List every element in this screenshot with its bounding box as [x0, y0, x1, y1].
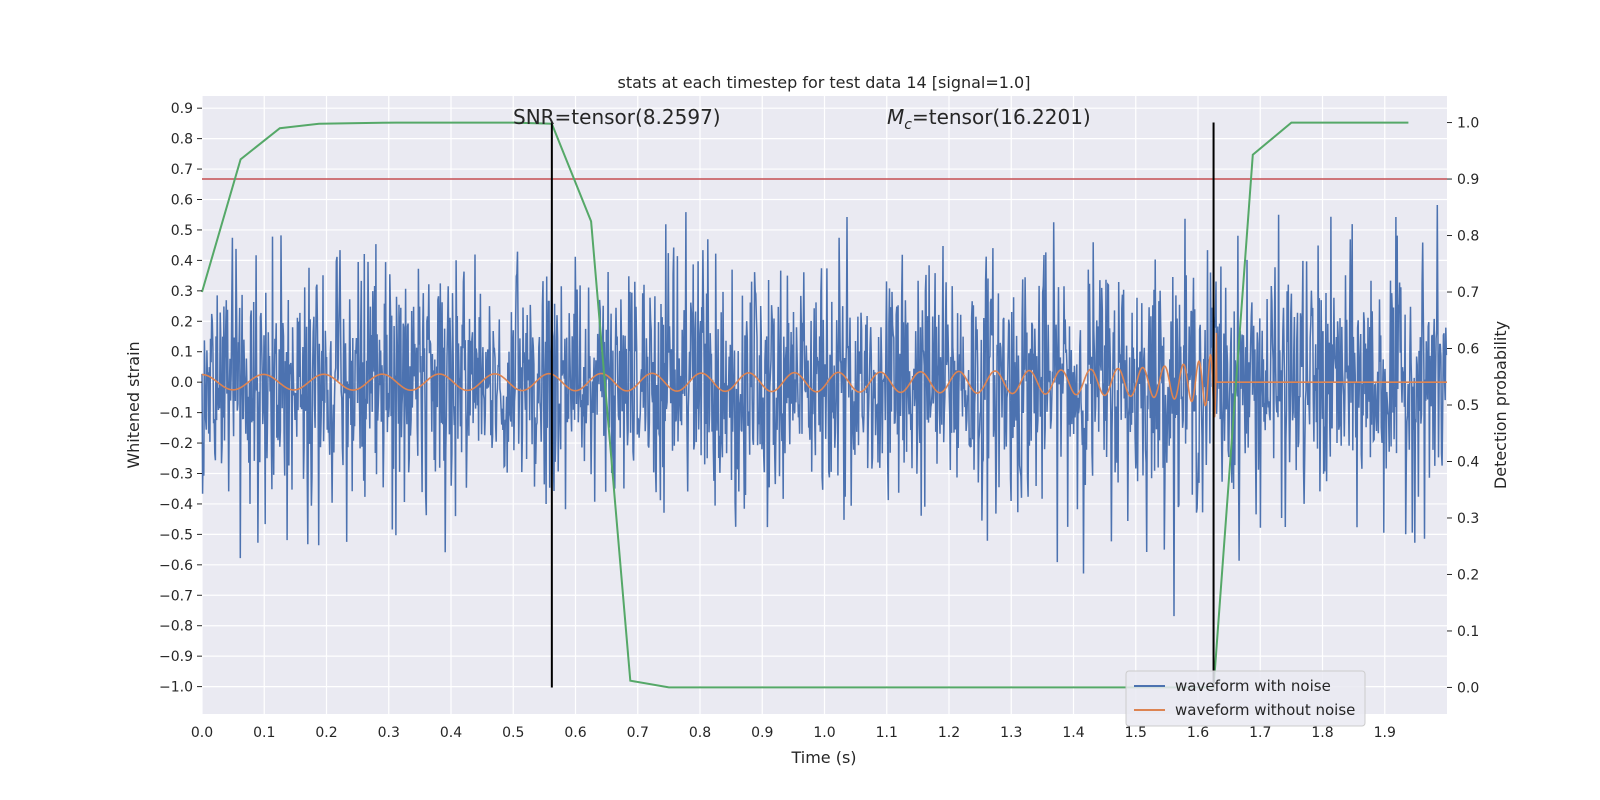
mc-symbol: M: [887, 105, 904, 129]
y-tick-17: −0.8: [159, 619, 193, 635]
legend-label-noise: waveform with noise: [1175, 677, 1331, 695]
y-tick-0: 0.9: [171, 101, 193, 117]
y-tick-8: 0.1: [171, 345, 193, 361]
y-tick-19: −1.0: [159, 680, 193, 696]
y-tick-9: 0.0: [171, 375, 193, 391]
legend-label-clean: waveform without noise: [1175, 701, 1355, 719]
y2-tick-10: 0.0: [1457, 680, 1479, 696]
y-axis-label: Whitened strain: [124, 341, 143, 468]
mc-annotation: Mc=tensor(16.2201): [887, 105, 1091, 133]
x-tick-11: 1.1: [876, 725, 898, 741]
y-tick-2: 0.7: [171, 162, 193, 178]
x-tick-1: 0.1: [253, 725, 275, 741]
noise-line: [201, 204, 1448, 617]
y-tick-3: 0.6: [171, 193, 193, 209]
x-tick-15: 1.5: [1125, 725, 1147, 741]
legend: waveform with noise waveform without noi…: [1125, 670, 1366, 727]
chirp-line: [202, 332, 1447, 418]
x-tick-9: 0.9: [751, 725, 773, 741]
y2-tick-9: 0.1: [1457, 624, 1479, 640]
snr-annotation: SNR=tensor(8.2597): [513, 105, 721, 129]
y-tick-6: 0.3: [171, 284, 193, 300]
y-tick-13: −0.4: [159, 497, 193, 513]
series-waveform-with-noise: [201, 204, 1448, 617]
y-tick-11: −0.2: [159, 436, 193, 452]
x-tick-18: 1.8: [1311, 725, 1333, 741]
x-tick-labels: 0.0 0.1 0.2 0.3 0.4 0.5 0.6 0.7 0.8 0.9 1.0 1.1 1.2 1…: [191, 725, 1396, 741]
y-tick-18: −0.9: [159, 649, 193, 665]
chart-title: stats at each timestep for test data 14 …: [618, 73, 1031, 92]
x-tick-10: 1.0: [813, 725, 835, 741]
x-tick-8: 0.8: [689, 725, 711, 741]
x-tick-5: 0.5: [502, 725, 524, 741]
y2-tick-labels: 1.0 0.9 0.8 0.7 0.6 0.5 0.4 0.3 0.2 0.1 0.0: [1447, 116, 1479, 696]
x-tick-4: 0.4: [440, 725, 462, 741]
mc-subscript: c: [904, 117, 912, 133]
mc-value: =tensor(16.2201): [912, 105, 1091, 129]
y2-tick-4: 0.6: [1457, 342, 1479, 358]
x-axis-label: Time (s): [790, 748, 856, 767]
y-tick-5: 0.4: [171, 253, 193, 269]
y-tick-12: −0.3: [159, 466, 193, 482]
y2-tick-5: 0.5: [1457, 398, 1479, 414]
y2-tick-7: 0.3: [1457, 511, 1479, 527]
x-tick-0: 0.0: [191, 725, 213, 741]
x-tick-14: 1.4: [1062, 725, 1084, 741]
y2-tick-1: 0.9: [1457, 172, 1479, 188]
y-tick-1: 0.8: [171, 132, 193, 148]
x-tick-17: 1.7: [1249, 725, 1271, 741]
x-tick-6: 0.6: [564, 725, 586, 741]
y2-tick-6: 0.4: [1457, 454, 1479, 470]
x-tick-12: 1.2: [938, 725, 960, 741]
y2-tick-8: 0.2: [1457, 567, 1479, 583]
y-tick-labels: 0.9 0.8 0.7 0.6 0.5 0.4 0.3 0.2 0.1 0.0 −0.1 −0.2 −0…: [159, 101, 202, 696]
series-waveform-without-noise: [202, 332, 1447, 418]
y-tick-7: 0.2: [171, 314, 193, 330]
x-tick-7: 0.7: [627, 725, 649, 741]
y-tick-4: 0.5: [171, 223, 193, 239]
y2-axis-label: Detection probability: [1491, 321, 1510, 489]
x-tick-16: 1.6: [1187, 725, 1209, 741]
y-tick-10: −0.1: [159, 406, 193, 422]
x-tick-13: 1.3: [1000, 725, 1022, 741]
vertical-markers: [550, 122, 1215, 688]
x-tick-19: 1.9: [1374, 725, 1396, 741]
y-tick-14: −0.5: [159, 527, 193, 543]
legend-box: [1125, 670, 1366, 727]
y2-tick-2: 0.8: [1457, 229, 1479, 245]
x-tick-2: 0.2: [315, 725, 337, 741]
y-tick-16: −0.7: [159, 588, 193, 604]
y2-tick-0: 1.0: [1457, 116, 1479, 132]
x-tick-3: 0.3: [378, 725, 400, 741]
y2-tick-3: 0.7: [1457, 285, 1479, 301]
y-tick-15: −0.6: [159, 558, 193, 574]
